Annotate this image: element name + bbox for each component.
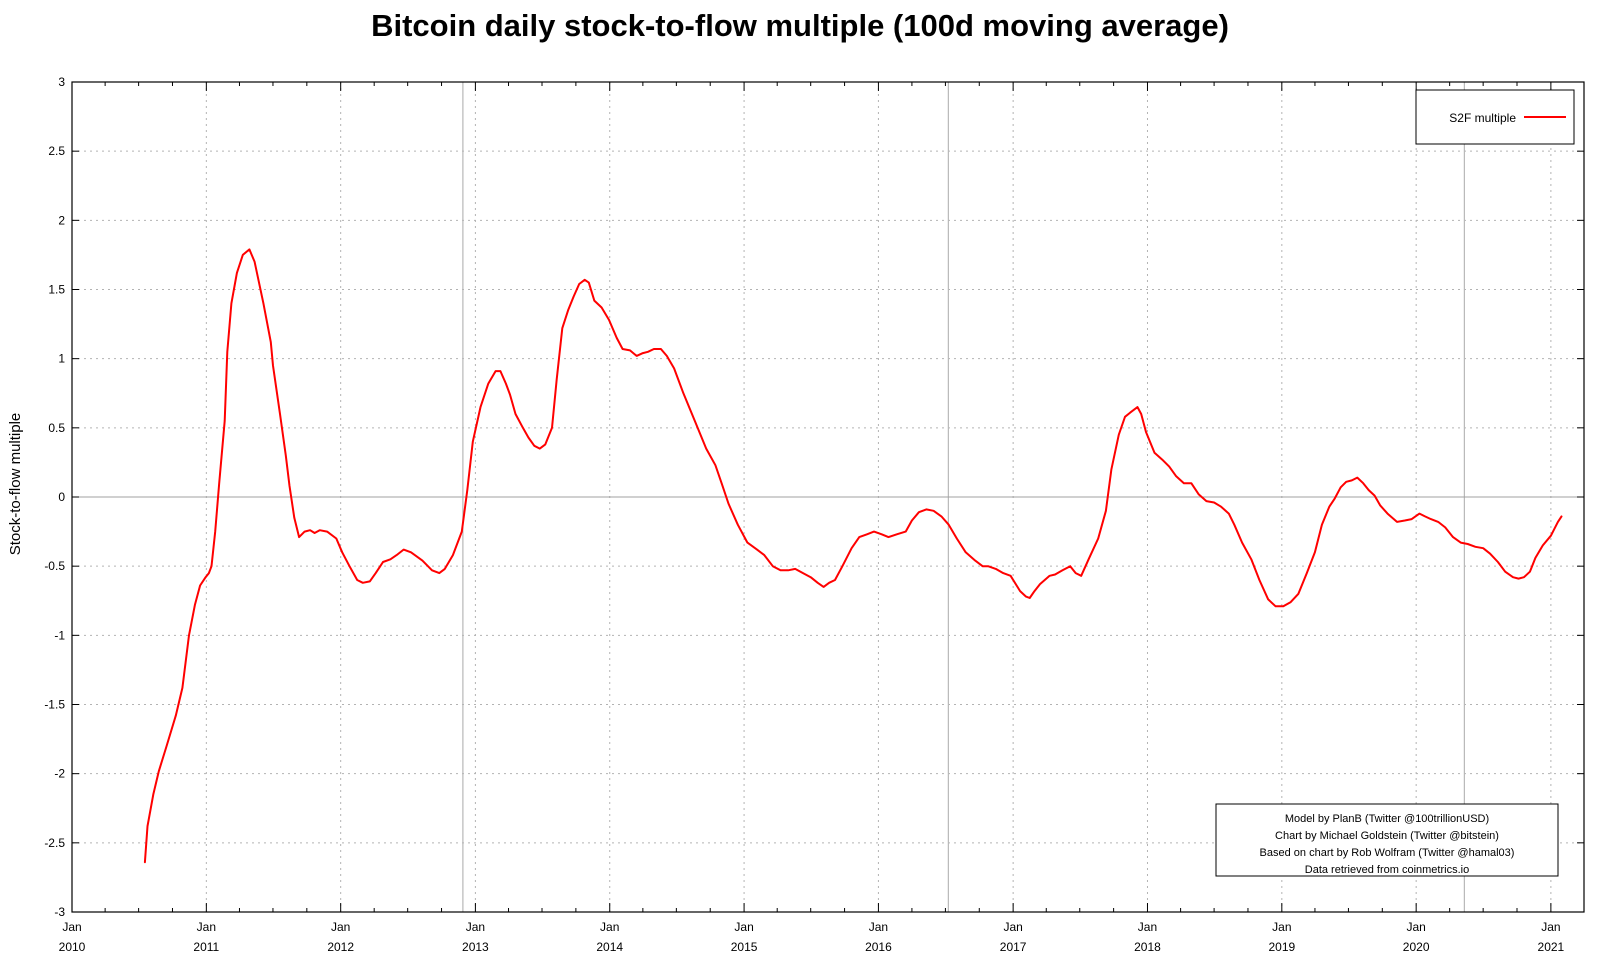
y-tick-label: 2 <box>58 213 65 227</box>
y-tick-label: -2.5 <box>44 836 65 850</box>
x-tick-month-label: Jan <box>331 920 350 934</box>
x-tick-year-label: 2012 <box>327 940 354 954</box>
x-tick-year-label: 2020 <box>1403 940 1430 954</box>
series-line-s2f-multiple <box>143 248 1563 864</box>
x-tick-year-label: 2010 <box>59 940 86 954</box>
y-tick-label: 0 <box>58 490 65 504</box>
y-tick-label: -1.5 <box>44 698 65 712</box>
y-tick-label: 2.5 <box>48 144 65 158</box>
x-tick-month-label: Jan <box>600 920 619 934</box>
x-tick-month-label: Jan <box>869 920 888 934</box>
x-tick-month-label: Jan <box>1541 920 1560 934</box>
y-tick-label: -2 <box>54 767 65 781</box>
y-tick-label: 1 <box>58 352 65 366</box>
x-minor-ticks <box>104 82 1518 912</box>
y-tick-label: 0.5 <box>48 421 65 435</box>
x-tick-year-label: 2018 <box>1134 940 1161 954</box>
y-tick-label: -0.5 <box>44 559 65 573</box>
x-tick-year-label: 2013 <box>462 940 489 954</box>
series-layer <box>143 248 1563 864</box>
x-tick-month-label: Jan <box>1003 920 1022 934</box>
legend-label: S2F multiple <box>1449 111 1516 125</box>
x-tick-month-label: Jan <box>1138 920 1157 934</box>
y-tick-label: -3 <box>54 905 65 919</box>
credits-frame <box>1215 803 1559 877</box>
y-tick-label: -1 <box>54 628 65 642</box>
x-tick-month-label: Jan <box>62 920 81 934</box>
credit-line-2: Chart by Michael Goldstein (Twitter @bit… <box>1275 830 1499 842</box>
y-ticks: 3 2.5 2 1.5 1 0.5 0 -0.5 -1 -1.5 -2 -2.5 -3 <box>44 75 1584 919</box>
x-tick-year-label: 2011 <box>193 940 219 954</box>
y-tick-label: 1.5 <box>48 283 65 297</box>
x-tick-month-label: Jan <box>734 920 753 934</box>
x-tick-year-label: 2014 <box>596 940 623 954</box>
x-ticks: Jan2010Jan2011Jan2012Jan2013Jan2014Jan20… <box>59 82 1565 954</box>
x-tick-month-label: Jan <box>466 920 485 934</box>
x-tick-year-label: 2021 <box>1538 940 1565 954</box>
credits-box: Model by PlanB (Twitter @100trillionUSD)… <box>1215 803 1559 877</box>
x-tick-month-label: Jan <box>1406 920 1425 934</box>
chart-title: Bitcoin daily stock-to-flow multiple (10… <box>371 8 1229 43</box>
x-tick-year-label: 2017 <box>1000 940 1027 954</box>
x-tick-year-label: 2015 <box>731 940 758 954</box>
y-tick-label: 3 <box>58 75 65 89</box>
y-axis-label: Stock-to-flow multiple <box>7 413 24 556</box>
x-tick-year-label: 2016 <box>865 940 892 954</box>
legend: S2F multiple <box>1415 89 1575 145</box>
x-tick-month-label: Jan <box>1272 920 1291 934</box>
x-tick-month-label: Jan <box>197 920 216 934</box>
credit-line-1: Model by PlanB (Twitter @100trillionUSD) <box>1285 813 1489 825</box>
credit-line-3: Based on chart by Rob Wolfram (Twitter @… <box>1260 847 1515 859</box>
credit-line-4: Data retrieved from coinmetrics.io <box>1305 864 1469 876</box>
x-tick-year-label: 2019 <box>1268 940 1295 954</box>
